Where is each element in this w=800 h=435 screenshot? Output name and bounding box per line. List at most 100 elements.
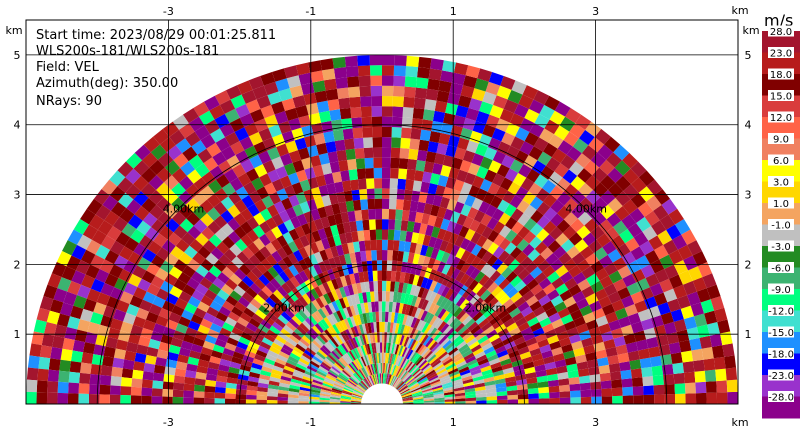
velocity-cell bbox=[191, 289, 205, 302]
velocity-cell bbox=[542, 179, 557, 194]
velocity-cell bbox=[608, 270, 623, 284]
velocity-cell bbox=[403, 336, 410, 347]
velocity-cell bbox=[248, 340, 260, 350]
velocity-cell bbox=[532, 327, 545, 338]
velocity-cell bbox=[178, 190, 193, 205]
velocity-cell bbox=[447, 135, 460, 148]
velocity-cell bbox=[270, 238, 283, 251]
velocity-cell bbox=[419, 265, 428, 278]
velocity-cell bbox=[573, 316, 586, 328]
velocity-cell bbox=[351, 395, 362, 400]
velocity-cell bbox=[304, 167, 316, 180]
velocity-cell bbox=[432, 162, 443, 175]
colorbar-label: 18.0 bbox=[770, 70, 792, 81]
velocity-cell bbox=[266, 204, 279, 218]
velocity-cell bbox=[246, 302, 259, 314]
velocity-cell bbox=[491, 365, 503, 373]
velocity-cell bbox=[625, 341, 639, 353]
velocity-cell bbox=[299, 322, 310, 333]
velocity-cell bbox=[359, 85, 372, 97]
velocity-cell bbox=[361, 379, 370, 389]
velocity-cell bbox=[568, 232, 583, 246]
velocity-cell bbox=[292, 372, 304, 379]
velocity-cell bbox=[392, 291, 399, 303]
velocity-cell bbox=[430, 247, 440, 260]
velocity-cell bbox=[639, 357, 652, 369]
velocity-cell bbox=[470, 368, 482, 376]
velocity-cell bbox=[421, 213, 431, 225]
velocity-cell bbox=[253, 237, 266, 251]
velocity-cell bbox=[395, 209, 403, 221]
velocity-cell bbox=[460, 372, 472, 379]
velocity-cell bbox=[382, 332, 385, 343]
velocity-cell bbox=[294, 273, 305, 285]
velocity-cell bbox=[508, 350, 520, 359]
velocity-cell bbox=[229, 290, 242, 302]
velocity-cell bbox=[358, 240, 366, 252]
velocity-cell bbox=[407, 326, 414, 338]
velocity-cell bbox=[483, 376, 495, 383]
velocity-cell bbox=[265, 254, 278, 267]
velocity-cell bbox=[644, 210, 660, 227]
velocity-cell bbox=[424, 300, 433, 312]
velocity-cell bbox=[325, 341, 335, 351]
velocity-cell bbox=[403, 373, 412, 382]
velocity-cell bbox=[104, 249, 120, 265]
velocity-cell bbox=[491, 127, 506, 142]
velocity-cell bbox=[137, 278, 151, 292]
y-unit-right: km bbox=[742, 24, 759, 37]
velocity-cell bbox=[554, 301, 567, 313]
velocity-cell bbox=[195, 232, 209, 246]
velocity-cell bbox=[194, 378, 206, 386]
velocity-cell bbox=[476, 400, 487, 404]
velocity-cell bbox=[577, 211, 593, 226]
x-tick-label-bottom: -3 bbox=[163, 416, 174, 429]
velocity-cell bbox=[245, 287, 258, 299]
velocity-cell bbox=[474, 271, 486, 283]
velocity-cell bbox=[562, 225, 577, 240]
velocity-cell bbox=[295, 105, 309, 118]
velocity-cell bbox=[479, 338, 491, 348]
velocity-cell bbox=[285, 140, 298, 154]
velocity-cell bbox=[343, 190, 353, 202]
velocity-cell bbox=[466, 358, 478, 367]
velocity-cell bbox=[485, 384, 497, 390]
velocity-cell bbox=[440, 286, 451, 298]
velocity-cell bbox=[201, 171, 216, 186]
velocity-cell bbox=[267, 266, 279, 279]
velocity-cell bbox=[382, 157, 391, 168]
velocity-cell bbox=[569, 123, 586, 139]
velocity-cell bbox=[442, 230, 453, 243]
velocity-cell bbox=[173, 153, 189, 169]
velocity-cell bbox=[372, 147, 382, 158]
velocity-cell bbox=[106, 296, 120, 310]
velocity-cell bbox=[295, 62, 311, 76]
velocity-cell bbox=[311, 312, 321, 324]
velocity-cell bbox=[429, 378, 441, 385]
velocity-cell bbox=[425, 151, 437, 163]
velocity-cell bbox=[382, 95, 393, 107]
velocity-cell bbox=[303, 189, 315, 202]
velocity-cell bbox=[276, 286, 288, 298]
velocity-cell bbox=[385, 301, 390, 312]
velocity-cell bbox=[451, 352, 462, 361]
velocity-cell bbox=[304, 135, 317, 148]
velocity-cell bbox=[229, 361, 242, 370]
velocity-cell bbox=[329, 367, 340, 376]
velocity-cell bbox=[598, 295, 612, 308]
velocity-cell bbox=[393, 377, 400, 387]
velocity-cell bbox=[378, 311, 382, 322]
velocity-cell bbox=[563, 296, 577, 308]
velocity-cell bbox=[305, 232, 316, 245]
velocity-cell bbox=[273, 338, 285, 348]
velocity-cell bbox=[322, 382, 333, 389]
velocity-cell bbox=[182, 146, 198, 162]
velocity-cell bbox=[78, 383, 90, 394]
velocity-cell bbox=[580, 245, 594, 260]
velocity-cell bbox=[308, 112, 322, 126]
velocity-cell bbox=[347, 339, 355, 350]
velocity-cell bbox=[182, 333, 196, 344]
velocity-cell bbox=[474, 350, 486, 359]
velocity-cell bbox=[358, 324, 365, 335]
velocity-cell bbox=[269, 346, 281, 355]
